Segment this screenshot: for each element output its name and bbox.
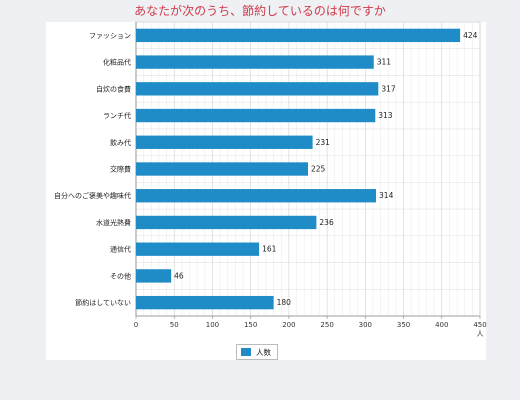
data-label: 314 <box>379 191 394 200</box>
data-label: 180 <box>277 298 292 307</box>
data-label: 46 <box>174 271 184 280</box>
x-tick-label: 150 <box>244 321 257 329</box>
category-label: その他 <box>110 271 131 280</box>
bar-1 <box>136 55 374 69</box>
data-label: 311 <box>377 58 392 67</box>
data-label: 161 <box>262 245 277 254</box>
x-tick-label: 300 <box>359 321 372 329</box>
x-tick-label: 350 <box>397 321 410 329</box>
category-label: 水道光熱費 <box>96 218 131 227</box>
bar-2 <box>136 82 379 96</box>
bar-3 <box>136 108 376 123</box>
legend-label: 人数 <box>256 347 271 357</box>
data-label: 231 <box>316 138 331 147</box>
category-label: 飲み代 <box>110 138 131 147</box>
data-label: 225 <box>311 165 326 174</box>
bar-4 <box>136 135 313 149</box>
x-tick-label: 400 <box>435 321 448 329</box>
data-label: 313 <box>378 111 393 120</box>
chart-title: あなたが次のうち、節約しているのは何ですか <box>134 4 386 18</box>
data-label: 236 <box>319 218 334 227</box>
data-label: 424 <box>463 31 478 40</box>
bar-8 <box>136 242 260 256</box>
x-tick-label: 250 <box>320 321 333 329</box>
bar-10 <box>136 295 274 310</box>
bar-7 <box>136 215 317 230</box>
x-tick-label: 100 <box>206 321 219 329</box>
bar-9 <box>136 269 172 283</box>
bar-5 <box>136 162 308 176</box>
x-axis-unit-label: 人 <box>477 330 484 338</box>
data-label: 317 <box>381 84 396 93</box>
bar-0 <box>136 28 461 43</box>
category-label: 交際費 <box>110 165 131 174</box>
x-tick-label: 200 <box>282 321 295 329</box>
legend: 人数 <box>236 344 278 360</box>
category-label: 自炊の食費 <box>96 84 131 93</box>
legend-swatch <box>241 348 251 356</box>
bar-6 <box>136 189 377 203</box>
category-label: ランチ代 <box>103 111 131 120</box>
category-label: ファッション <box>89 32 131 40</box>
x-tick-label: 0 <box>134 321 138 329</box>
x-tick-label: 450 <box>473 321 486 329</box>
category-label: 自分へのご褒美や趣味代 <box>54 191 131 200</box>
category-label: 通信代 <box>110 245 131 254</box>
category-label: 化粧品代 <box>103 58 131 67</box>
x-tick-label: 50 <box>170 321 179 329</box>
category-label: 節約はしていない <box>75 298 131 307</box>
